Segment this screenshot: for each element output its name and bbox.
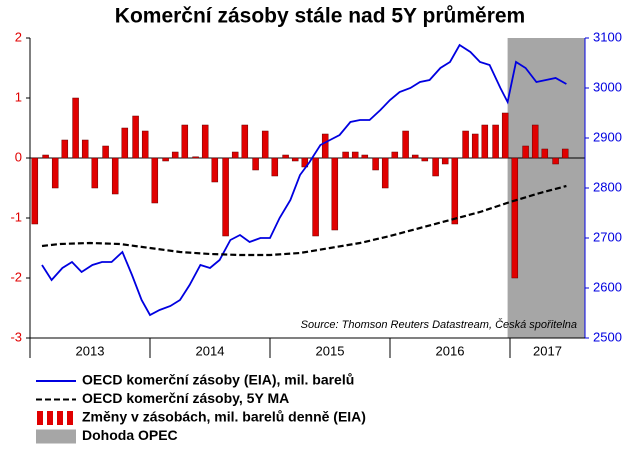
x-tick-label: 2017 [533, 343, 562, 358]
bar [331, 157, 339, 231]
bar [61, 139, 69, 159]
bar [162, 157, 169, 162]
bar [501, 112, 509, 159]
x-tick-label: 2014 [196, 343, 225, 358]
bar [492, 124, 499, 159]
bar [481, 124, 489, 159]
y2-tick-label: 3100 [593, 29, 622, 44]
bar [102, 145, 109, 159]
bar [441, 157, 449, 165]
bar [231, 151, 239, 159]
bar [132, 115, 139, 159]
bar [402, 130, 409, 159]
bar [192, 156, 199, 159]
bar [432, 157, 439, 177]
bar [261, 130, 269, 159]
y2-tick-label: 2600 [593, 279, 622, 294]
bar [511, 157, 519, 279]
bar [81, 139, 89, 159]
bar [462, 130, 469, 159]
legend-swatch [67, 411, 73, 425]
bar [421, 157, 429, 162]
chart-title: Komerční zásoby stále nad 5Y průměrem [115, 5, 525, 28]
shaded-region [507, 38, 585, 338]
bar [291, 157, 299, 162]
legend-label: OECD komerční zásoby, 5Y MA [82, 390, 289, 406]
bar [451, 157, 459, 225]
bar [541, 148, 549, 159]
bar [522, 145, 529, 159]
bar [561, 148, 569, 159]
bar [181, 124, 189, 159]
bar [171, 151, 179, 159]
bar [321, 133, 329, 159]
line [41, 43, 567, 317]
y2-tick-label: 3000 [593, 79, 622, 94]
y2-tick-label: 2900 [593, 129, 622, 144]
bar [351, 151, 359, 159]
legend-swatch [37, 411, 43, 425]
line [41, 184, 567, 257]
bar [391, 151, 399, 159]
x-tick-label: 2015 [316, 343, 345, 358]
bar [342, 151, 349, 159]
y-tick-label: 2 [15, 29, 22, 44]
y-tick-label: -1 [10, 209, 22, 224]
bar [531, 124, 539, 159]
bar [241, 124, 249, 159]
y-tick-label: -3 [10, 329, 22, 344]
legend-swatch [36, 429, 76, 444]
bar [51, 157, 59, 189]
bar [211, 157, 219, 183]
bar [201, 124, 209, 159]
bar [252, 157, 259, 171]
legend-swatch [57, 411, 63, 425]
bar [121, 127, 129, 159]
y-tick-label: -2 [10, 269, 22, 284]
bar [151, 157, 159, 204]
bar [72, 97, 79, 159]
bar [312, 157, 319, 237]
bar [42, 154, 49, 159]
bar [91, 157, 99, 189]
x-tick-label: 2016 [436, 343, 465, 358]
legend-swatch [47, 411, 53, 425]
bar [222, 157, 229, 237]
y2-tick-label: 2700 [593, 229, 622, 244]
legend-label: OECD komerční zásoby (EIA), mil. barelů [82, 372, 354, 388]
bar [381, 157, 389, 189]
legend-label: Dohoda OPEC [82, 427, 178, 443]
bar [372, 157, 379, 171]
bar [361, 154, 369, 159]
y-tick-label: 0 [15, 149, 22, 164]
bar [471, 133, 479, 159]
bar [271, 157, 279, 177]
y2-tick-label: 2800 [593, 179, 622, 194]
bar [282, 154, 289, 159]
y-tick-label: 1 [15, 89, 22, 104]
bar [31, 157, 39, 225]
bar [552, 157, 559, 165]
bar [111, 157, 119, 195]
source-note: Source: Thomson Reuters Datastream, Česk… [301, 318, 577, 331]
legend-label: Změny v zásobách, mil. barelů denně (EIA… [82, 409, 366, 425]
bar [411, 154, 419, 159]
bar [141, 130, 149, 159]
y2-tick-label: 2500 [593, 329, 622, 344]
x-tick-label: 2013 [76, 343, 105, 358]
